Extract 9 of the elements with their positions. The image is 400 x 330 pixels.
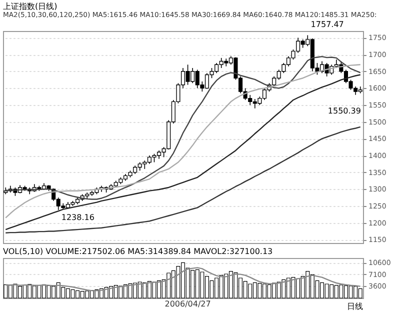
text: 1757.47 (310, 20, 344, 29)
annotation: 1550.39 (328, 106, 361, 116)
line-series (5, 126, 361, 234)
text: 日线 (347, 302, 363, 311)
line-series (5, 56, 361, 200)
chart-title: 上证指数(日线) (3, 2, 58, 12)
chart-title: VOL(5,10) VOLUME:217502.06 MA5:314389.84 MAVOL2:327100.13 (3, 247, 273, 256)
annotation: 1238.16 (61, 212, 94, 222)
x-tick-label: 2006/04/27 (164, 300, 211, 308)
